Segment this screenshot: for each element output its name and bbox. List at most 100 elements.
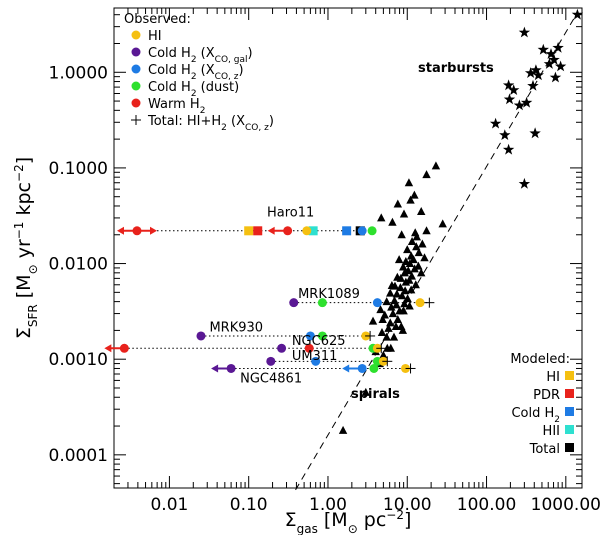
spiral-point	[387, 280, 397, 289]
spiral-point	[399, 262, 408, 271]
spiral-point	[407, 271, 416, 280]
starburst-point	[502, 143, 515, 155]
observed-point	[266, 356, 276, 366]
legend: Observed: HI Cold H2 (XCO, gal)Cold H2 (XC…	[124, 12, 574, 457]
spiral-point	[418, 239, 427, 248]
spiral-point	[382, 332, 391, 341]
observed-point	[226, 363, 236, 373]
spiral-point	[398, 325, 408, 334]
spiral-point	[380, 310, 389, 319]
spiral-point	[397, 230, 406, 239]
fit-dashed-line	[295, 12, 578, 491]
spiral-point	[411, 280, 420, 289]
spiral-point	[410, 264, 419, 273]
spiral-point	[392, 300, 401, 309]
spirals-series	[338, 161, 447, 434]
spiral-point	[412, 232, 422, 241]
spiral-point	[378, 315, 387, 324]
modeled-square	[244, 226, 254, 236]
starbursts-series	[489, 8, 584, 189]
starburst-point	[502, 79, 515, 91]
starburst-point	[530, 64, 542, 76]
spiral-point	[407, 237, 417, 246]
spiral-point	[406, 251, 416, 260]
starburst-point	[548, 53, 560, 65]
spiral-point	[414, 248, 424, 257]
starburst-point	[520, 96, 533, 108]
y-tick-label: 1.0000	[49, 63, 108, 83]
spiral-point	[405, 275, 414, 284]
spiral-point	[403, 294, 412, 303]
observed-point	[289, 298, 299, 308]
starburst-point	[545, 48, 557, 59]
starburst-point	[508, 84, 520, 95]
legend-modeled-label: Cold H2	[511, 406, 560, 425]
spiral-point	[410, 190, 419, 199]
spiral-point	[404, 266, 413, 275]
observed-point	[357, 363, 367, 373]
spiral-point	[394, 255, 404, 264]
starburst-point	[518, 177, 531, 189]
legend-modeled-label: PDR	[533, 388, 560, 403]
observed-point	[277, 343, 287, 353]
galaxy-connectors	[124, 230, 430, 369]
legend-modeled-label: HI	[546, 370, 560, 385]
starburst-point	[529, 127, 541, 139]
spiral-point	[379, 350, 388, 359]
plot-frame	[113, 7, 583, 489]
spiral-point	[438, 219, 447, 228]
spiral-point	[406, 195, 415, 204]
spiral-point	[401, 257, 411, 266]
starburst-point	[554, 60, 567, 72]
galaxy-label-mrk930: MRK930	[209, 320, 263, 335]
spiral-point	[400, 286, 410, 295]
modeled-square	[342, 226, 352, 236]
spiral-point	[404, 178, 414, 187]
upper-limit-arrow-head	[116, 226, 124, 235]
axis-titles: Σgas [M⊙ pc−2] ΣSFR [M⊙ yr−1 kpc−2]	[12, 157, 411, 535]
x-tick-label: 10.00	[383, 495, 432, 515]
legend-observed-marker	[131, 47, 141, 57]
observed-point	[305, 331, 315, 341]
legend-observed-label: HI	[148, 29, 162, 44]
y-tick-label: 0.0100	[49, 255, 108, 275]
spiral-point	[414, 261, 423, 270]
starburst-point	[537, 43, 549, 55]
legend-modeled-label: HII	[543, 424, 560, 439]
legend-modeled-swatch	[565, 389, 574, 398]
spiral-point	[386, 318, 395, 327]
spiral-point	[417, 207, 426, 216]
dwarf-galaxies-series	[104, 226, 435, 374]
x-tick-label: 1.00	[309, 495, 347, 515]
spiral-point	[422, 226, 431, 235]
x-tick-label: 0.01	[150, 495, 188, 515]
spiral-point	[393, 272, 402, 281]
spiral-point	[361, 387, 371, 396]
observed-point	[196, 331, 206, 341]
legend-modeled-swatch	[565, 371, 574, 380]
observed-point	[311, 356, 321, 366]
observed-point	[369, 363, 379, 373]
spiral-point	[399, 209, 409, 218]
observed-point	[367, 226, 377, 236]
spiral-point	[406, 285, 416, 294]
starburst-point	[499, 129, 511, 140]
spiral-point	[405, 301, 414, 310]
upper-limit-arrow-head	[342, 364, 350, 373]
spiral-point	[403, 245, 412, 254]
y-tick-label: 0.0010	[49, 350, 108, 370]
galaxy-label-haro11: Haro11	[267, 206, 314, 221]
legend-observed-marker	[131, 81, 141, 91]
spiral-point	[412, 242, 421, 251]
spiral-point	[391, 321, 401, 330]
spiral-point	[431, 161, 441, 170]
upper-limit-arrow-head	[104, 344, 112, 353]
spiral-point	[400, 299, 409, 308]
modeled-square	[253, 226, 263, 236]
starburst-point	[571, 8, 584, 20]
spiral-point	[392, 289, 402, 298]
starburst-point	[524, 67, 537, 78]
spiral-point	[388, 309, 398, 318]
x-axis-title: Σgas [M⊙ pc−2]	[285, 508, 412, 535]
spiral-point	[420, 253, 429, 262]
